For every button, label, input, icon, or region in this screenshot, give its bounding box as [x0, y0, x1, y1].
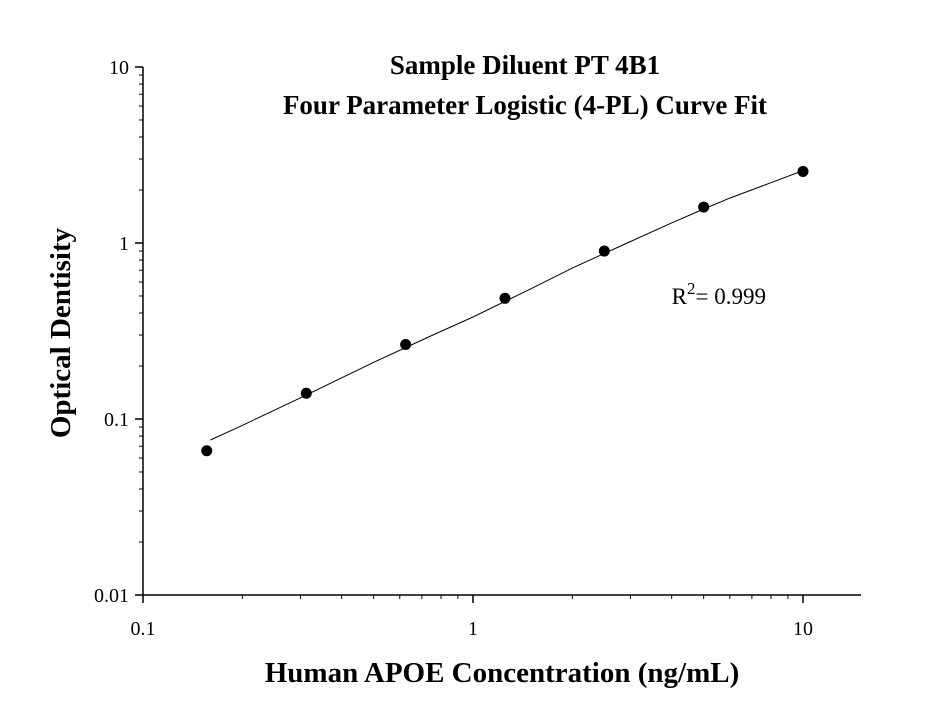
r-squared-annotation: R2= 0.999: [672, 279, 766, 309]
data-point: [797, 165, 809, 177]
y-tick-label: 0.01: [94, 585, 129, 607]
x-tick-label: 10: [793, 618, 813, 640]
y-axis-label: Optical Dentisity: [45, 227, 77, 438]
x-tick-label: 0.1: [131, 618, 156, 640]
x-axis-label: Human APOE Concentration (ng/mL): [265, 657, 740, 689]
chart-subtitle: Four Parameter Logistic (4-PL) Curve Fit: [283, 90, 767, 120]
data-point: [698, 201, 710, 213]
r-squared-exponent: 2: [687, 279, 696, 298]
r-squared-symbol: R: [672, 284, 688, 309]
data-point: [400, 339, 412, 351]
data-point: [300, 387, 312, 399]
chart-title: Sample Diluent PT 4B1: [390, 50, 660, 80]
x-tick-label: 1: [468, 618, 478, 640]
r-squared-value: = 0.999: [696, 284, 766, 309]
data-points-layer: [201, 165, 809, 457]
fit-curve-line: [210, 170, 804, 441]
data-point: [201, 445, 213, 457]
y-tick-label: 1: [119, 233, 129, 255]
data-point: [598, 245, 610, 257]
data-point: [499, 292, 511, 304]
y-tick-label: 0.1: [104, 409, 129, 431]
y-tick-label: 10: [109, 57, 129, 79]
fit-curve-layer: [210, 170, 804, 441]
